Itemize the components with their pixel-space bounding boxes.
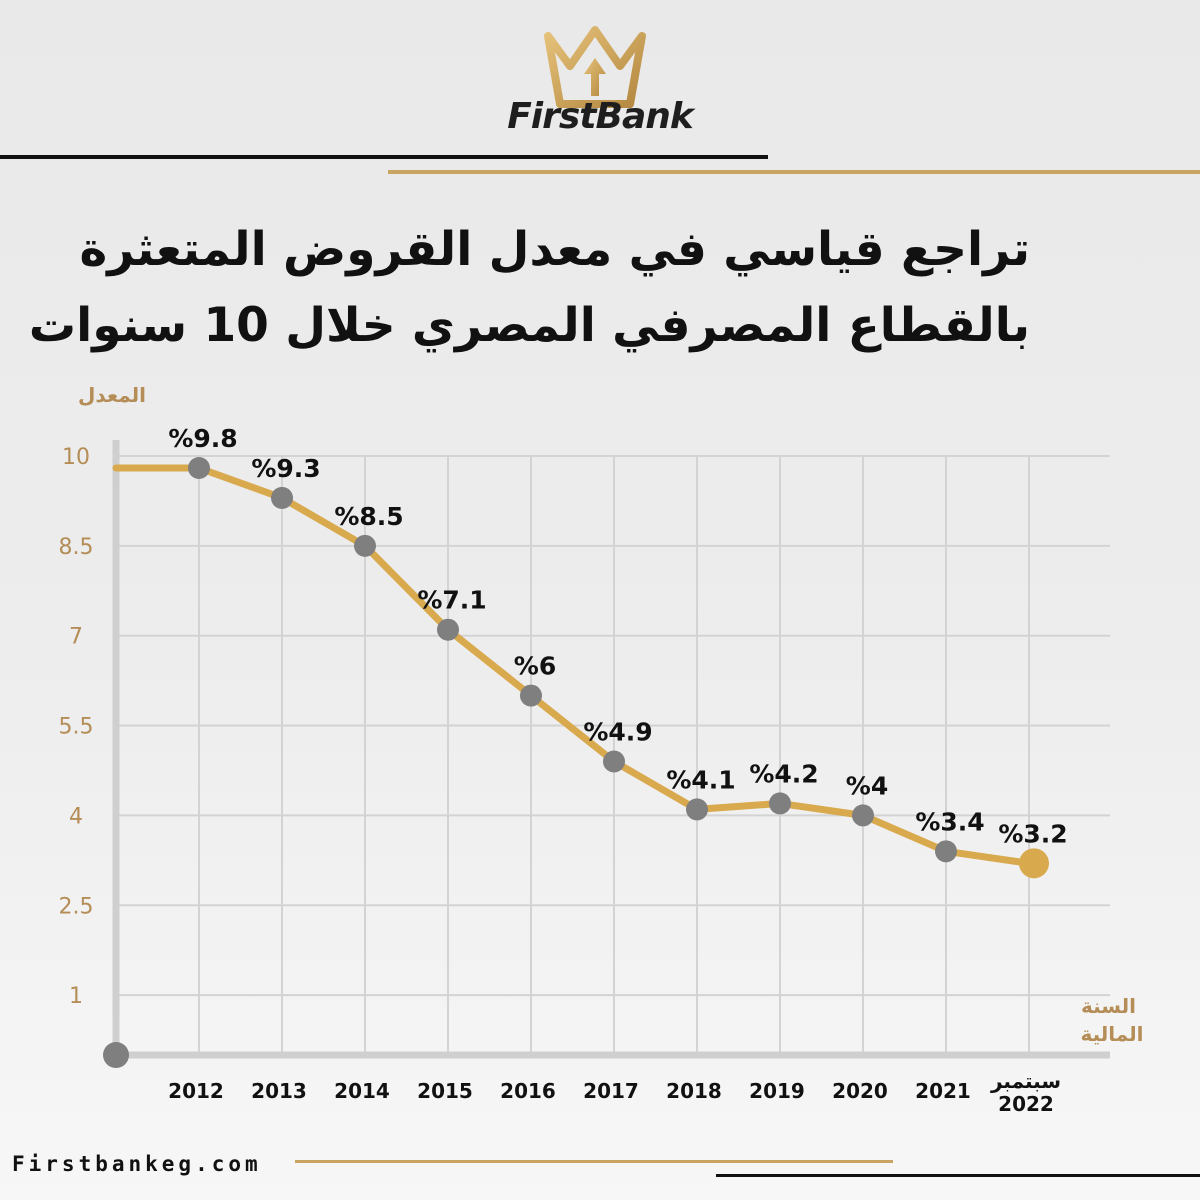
header: FirstBank [0, 0, 1200, 180]
x-tick-label-line: 2020 [832, 1079, 888, 1103]
series-line [112, 464, 1033, 867]
x-axis-label-line-1: السنة [1081, 994, 1136, 1018]
y-tick-label: 7 [69, 625, 83, 650]
footer-rule-gold [295, 1160, 893, 1163]
y-tick-label: 2.5 [59, 894, 94, 919]
data-point [520, 684, 542, 707]
x-tick-label: 2015 [417, 1079, 473, 1103]
x-tick-label-line: 2014 [334, 1079, 390, 1103]
x-tick-label: 2017 [583, 1079, 639, 1103]
data-label: %9.3 [251, 454, 320, 483]
y-tick-label: 10 [62, 445, 90, 470]
data-label: %3.4 [915, 807, 984, 836]
x-tick-label-line: 2018 [666, 1079, 722, 1103]
series: %9.8 %9.3 %8.5 %7.1 %6 %4.9 %4.1 %4.2 %4 %3.4 %3.2 [112, 424, 1068, 879]
data-label: %6 [514, 652, 556, 681]
footer-rule-black [716, 1174, 1200, 1177]
x-tick-label: 2012 [168, 1079, 224, 1103]
y-tick-label: 5.5 [59, 715, 94, 740]
x-axis-label: السنة المالية [1080, 994, 1143, 1046]
data-label: %4.1 [666, 765, 735, 794]
x-tick-label-line: 2016 [500, 1079, 556, 1103]
x-tick-label: سبتمبر 2022 [990, 1069, 1061, 1116]
x-tick-label: 2013 [251, 1079, 307, 1103]
data-label: %4.9 [583, 717, 652, 746]
y-tick-label: 1 [69, 984, 83, 1009]
crown-logo-icon [544, 26, 646, 108]
data-point [603, 750, 625, 773]
x-tick-label: 2021 [915, 1079, 971, 1103]
x-tick-label: 2020 [832, 1079, 888, 1103]
data-point [354, 534, 376, 557]
x-tick-label-line: 2022 [998, 1092, 1054, 1116]
x-tick-label-line: 2017 [583, 1079, 639, 1103]
data-point [852, 804, 874, 827]
x-tick-label-line: 2019 [749, 1079, 805, 1103]
header-rule-gold [388, 170, 1200, 174]
data-point [437, 618, 459, 641]
x-tick-label: 2016 [500, 1079, 556, 1103]
data-point [1019, 848, 1049, 879]
chart-title-line-2: بالقطاع المصرفي المصري خلال 10 سنوات [28, 298, 1030, 353]
x-tick-label-line: سبتمبر [990, 1069, 1061, 1093]
data-point [271, 486, 293, 509]
x-tick-label-line: 2013 [251, 1079, 307, 1103]
x-tick-label-line: 2012 [168, 1079, 224, 1103]
x-tick-label: 2014 [334, 1079, 390, 1103]
header-rule-black [0, 155, 768, 159]
data-label: %7.1 [417, 586, 486, 615]
axis-ticks: 10 8.5 7 5.5 4 2.5 1 2012 2013 2014 2015 2016 2017 20… [59, 445, 1062, 1116]
chart-title-line-1: تراجع قياسي في معدل القروض المتعثرة [79, 222, 1030, 277]
data-label: %3.2 [998, 819, 1067, 848]
data-point [686, 798, 708, 821]
chart-title: تراجع قياسي في معدل القروض المتعثرة بالق… [28, 212, 1030, 364]
data-point [769, 792, 791, 815]
x-tick-label: 2019 [749, 1079, 805, 1103]
website-url[interactable]: Firstbankeg.com [12, 1152, 262, 1176]
y-tick-label: 8.5 [59, 535, 94, 560]
x-axis-label-line-2: المالية [1080, 1022, 1143, 1046]
data-label: %4.2 [749, 759, 818, 788]
data-point [188, 456, 210, 479]
data-point [935, 840, 957, 863]
y-tick-label: 4 [69, 804, 83, 829]
data-label: %8.5 [334, 502, 403, 531]
x-tick-label-line: 2021 [915, 1079, 971, 1103]
x-tick-label-line: 2015 [417, 1079, 473, 1103]
y-axis-label: المعدل [78, 383, 146, 407]
x-tick-label: 2018 [666, 1079, 722, 1103]
data-label: %4 [846, 771, 888, 800]
axis-origin-dot [103, 1042, 129, 1068]
brand-name: FirstBank [507, 96, 694, 137]
data-label: %9.8 [168, 424, 237, 453]
